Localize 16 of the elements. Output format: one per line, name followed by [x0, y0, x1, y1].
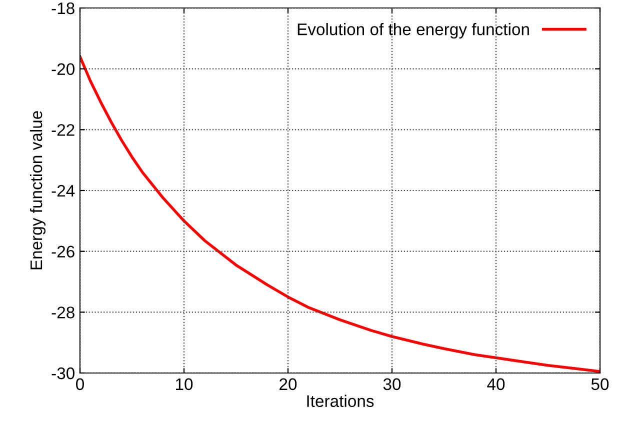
y-axis-title: Energy function value: [30, 111, 46, 270]
legend-label: Evolution of the energy function: [298, 23, 529, 39]
y-tick-label: -22: [52, 124, 74, 136]
y-tick-label: -24: [52, 184, 75, 197]
y-tick-label: -30: [52, 367, 74, 380]
x-tick-label: 50: [591, 378, 609, 390]
x-tick-label: 30: [383, 378, 401, 390]
y-tick-label: -18: [52, 2, 74, 14]
x-axis-title: Iterations: [307, 394, 374, 408]
x-tick-label: 10: [176, 378, 193, 390]
y-tick-label: -26: [52, 246, 74, 258]
y-tick-label: -20: [52, 63, 74, 76]
x-tick-label: 0: [76, 378, 84, 390]
y-tick-label: -28: [52, 306, 74, 318]
x-tick-label: 40: [487, 378, 505, 390]
x-tick-label: 20: [280, 378, 297, 390]
